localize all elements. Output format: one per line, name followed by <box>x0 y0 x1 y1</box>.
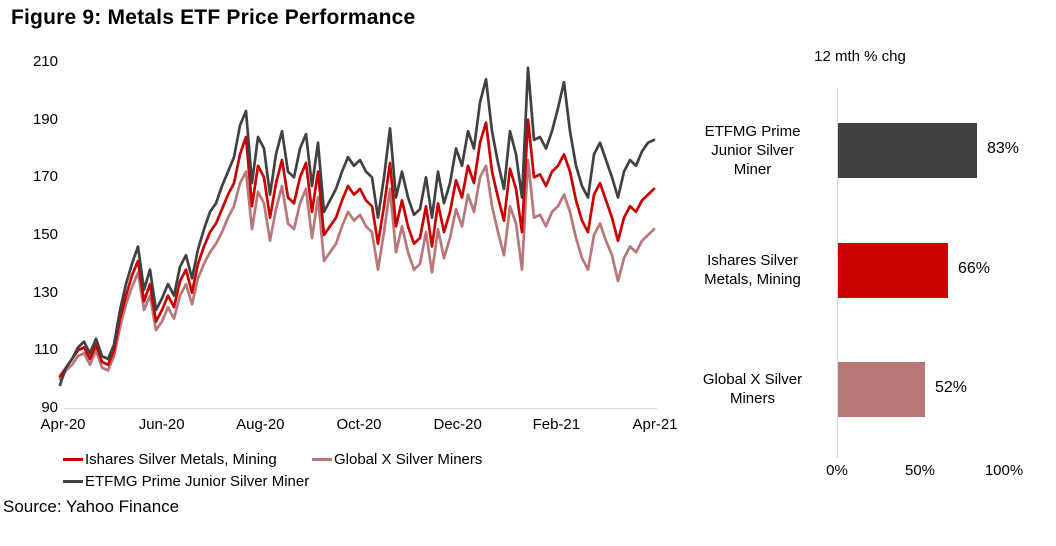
bar-globalx <box>838 362 925 417</box>
y-axis-tick-label: 190 <box>32 110 58 128</box>
source-note: Source: Yahoo Finance <box>3 497 180 516</box>
y-axis-tick-label: 210 <box>32 53 58 70</box>
legend-line-swatch-globalx <box>312 457 332 461</box>
legend-item-ishares: Ishares Silver Metals, Mining <box>63 449 277 469</box>
y-axis-tick-label: 150 <box>32 226 58 243</box>
x-axis-tick-label: Dec-20 <box>433 416 482 433</box>
line-series-1 <box>58 158 656 381</box>
legend-item-globalx: Global X Silver Miners <box>312 449 482 469</box>
legend-line-swatch-etfmg <box>63 479 83 483</box>
x-axis-tick-label: Oct-20 <box>336 416 382 433</box>
line-series-0 <box>58 118 656 378</box>
bar-chart-axis-line <box>837 88 838 458</box>
bar-value-ishares: 66% <box>958 260 991 277</box>
y-axis-tick-label: 170 <box>32 168 58 186</box>
line-chart-x-axis <box>64 408 657 409</box>
y-axis-tick-label: 90 <box>41 399 58 416</box>
bar-value-globalx: 52% <box>935 379 968 396</box>
figure-title: Figure 9: Metals ETF Price Performance <box>11 6 416 29</box>
x-axis-tick-label: Feb-21 <box>532 416 581 433</box>
bar-category-etfmg: ETFMG Prime Junior Silver Miner <box>704 123 801 178</box>
legend-label-globalx: Global X Silver Miners <box>334 450 483 468</box>
x-axis-tick-label: Apr-20 <box>40 416 86 433</box>
y-axis-tick-label: 110 <box>34 341 58 359</box>
legend-line-swatch-ishares <box>63 457 83 461</box>
bar-xtick-0: 0% <box>826 462 848 479</box>
bar-etfmg <box>838 123 977 178</box>
bar-category-ishares: Ishares Silver Metals, Mining <box>704 252 801 288</box>
x-axis-tick-label: Aug-20 <box>236 416 285 433</box>
x-axis-tick-label: Jun-20 <box>138 416 185 433</box>
x-axis-tick-label: Apr-21 <box>632 416 678 433</box>
bar-value-etfmg: 83% <box>987 140 1020 157</box>
bar-xtick-100: 100% <box>984 462 1024 479</box>
bar-category-globalx: Global X Silver Miners <box>702 371 803 407</box>
line-chart <box>58 66 656 387</box>
bar-chart-title: 12 mth % chg <box>814 48 906 65</box>
legend-label-ishares: Ishares Silver Metals, Mining <box>85 450 277 468</box>
legend-label-etfmg: ETFMG Prime Junior Silver Miner <box>85 472 310 490</box>
legend-item-etfmg: ETFMG Prime Junior Silver Miner <box>63 471 309 491</box>
bar-xtick-50: 50% <box>904 462 936 479</box>
y-axis-tick-label: 130 <box>32 283 58 301</box>
line-series-2 <box>58 66 656 387</box>
bar-ishares <box>838 243 948 298</box>
